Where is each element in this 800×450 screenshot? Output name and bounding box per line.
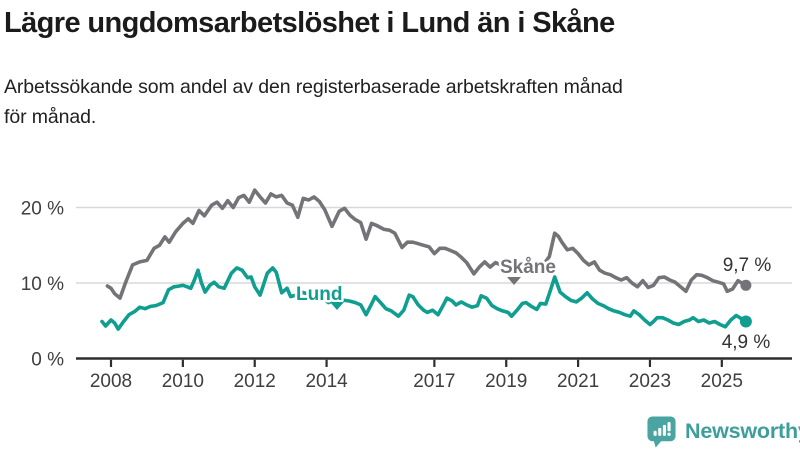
series-label-pointer-skane: [507, 277, 521, 285]
x-tick-label: 2023: [629, 371, 671, 392]
y-tick-label: 0 %: [31, 350, 64, 371]
subtitle-line-2: för månad.: [4, 106, 97, 128]
page-title: Lägre ungdomsarbetslöshet i Lund än i Sk…: [4, 7, 615, 39]
series-label-lund: Lund: [296, 284, 342, 305]
y-tick-label: 20 %: [21, 199, 64, 220]
series-line-lund: [100, 266, 748, 331]
x-tick-label: 2021: [557, 371, 599, 392]
newsworthy-attribution: Newsworthy: [646, 415, 800, 448]
x-tick-label: 2019: [485, 371, 527, 392]
brand-name: Newsworthy: [685, 419, 800, 443]
x-tick-label: 2025: [701, 371, 743, 392]
end-value-label-skane: 9,7 %: [723, 255, 772, 276]
series-label-skane: Skåne: [500, 257, 556, 278]
series-end-dot-skane: [740, 279, 752, 291]
end-value-label-lund: 4,9 %: [722, 332, 771, 353]
y-tick-label: 10 %: [21, 274, 64, 295]
series-label-pointer-lund: [330, 302, 344, 310]
chart-subtitle: Arbetssökande som andel av den registerb…: [4, 72, 623, 132]
series-line-skane: [105, 188, 748, 300]
x-tick-label: 2014: [305, 371, 348, 392]
x-tick-label: 2017: [413, 371, 455, 392]
x-tick-label: 2010: [162, 371, 204, 392]
x-tick-label: 2012: [234, 371, 276, 392]
subtitle-line-1: Arbetssökande som andel av den registerb…: [4, 76, 623, 98]
bar-chart-speech-bubble-icon: [647, 416, 676, 448]
x-tick-label: 2008: [90, 371, 132, 392]
series-end-dot-lund: [739, 315, 752, 328]
